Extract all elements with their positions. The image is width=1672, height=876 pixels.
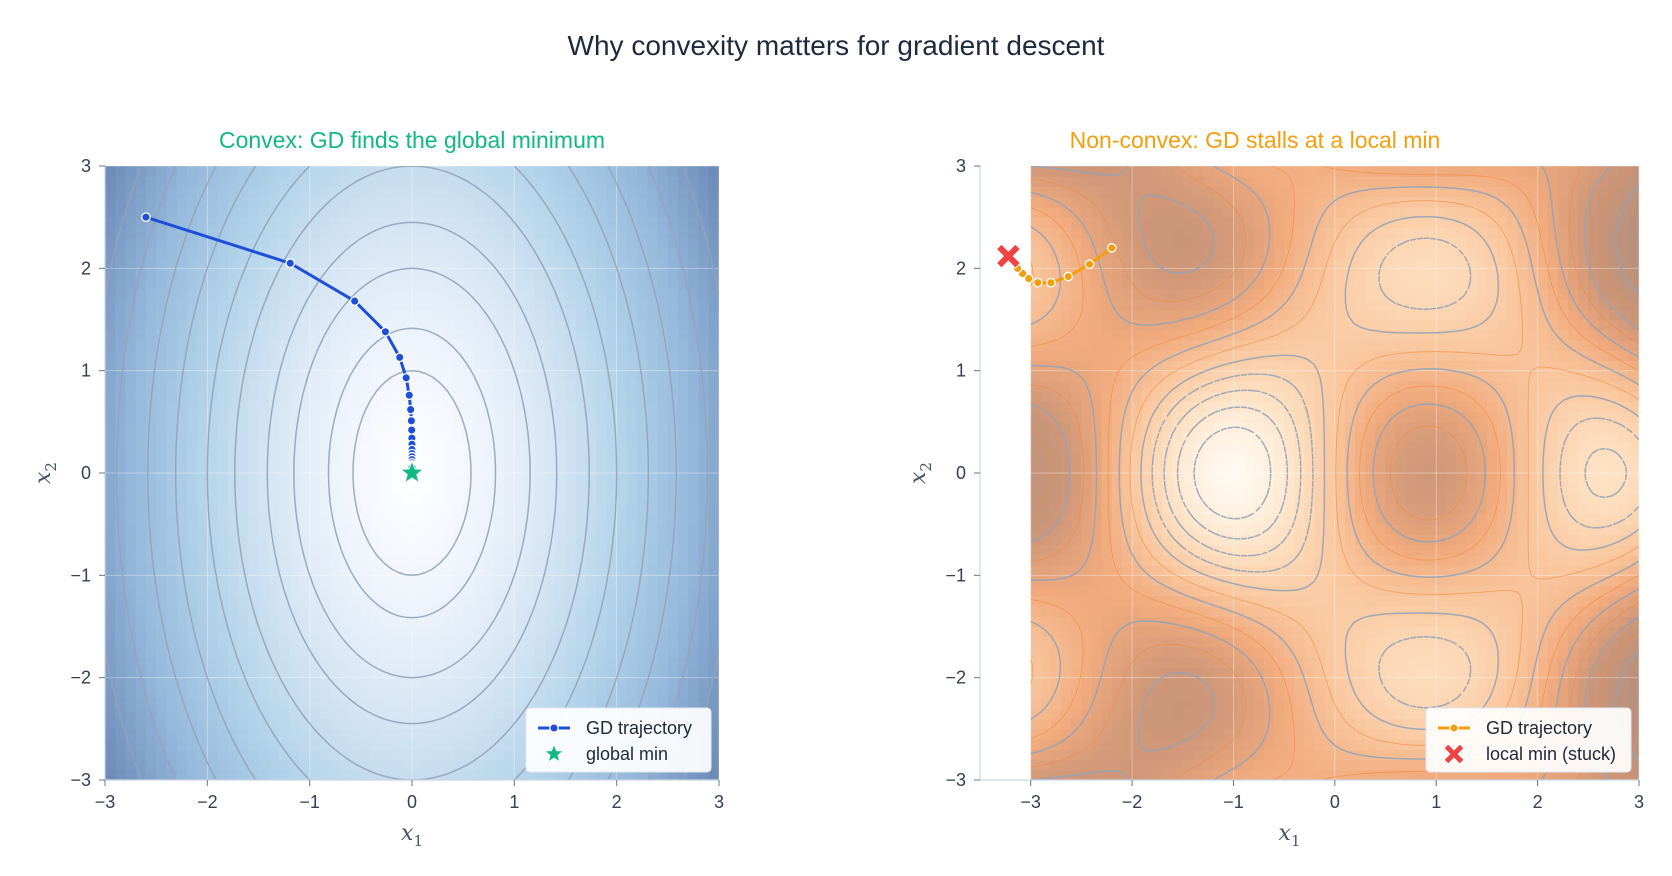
y-tick-label: −1	[945, 565, 966, 585]
gd-trajectory-point	[1023, 273, 1034, 284]
gd-trajectory-point	[1032, 277, 1043, 288]
x-axis-label: x1	[1279, 821, 1301, 850]
contour-level	[206, 166, 618, 780]
contour-level	[327, 327, 497, 619]
gd-trajectory-point	[1046, 277, 1056, 288]
contour-level	[1030, 166, 1639, 780]
convex-panel: −3 −2 −1 0 1 2 3 −3 −2 −1 0 1 2 3 x1 x2 Convex: GD finds…	[31, 127, 724, 850]
contour-level	[1151, 237, 1639, 709]
y-tick-label: 3	[956, 156, 966, 176]
local-min-marker	[995, 243, 1022, 269]
gd-trajectory-point	[405, 404, 416, 415]
x-tick-label: 2	[612, 792, 622, 812]
gd-trajectory-point	[394, 352, 405, 363]
x-tick-label: 0	[407, 792, 417, 812]
gd-trajectory-point	[349, 296, 360, 306]
contour-level	[234, 166, 590, 780]
legend-min-label: local min (stuck)	[1486, 744, 1616, 764]
contour-level	[266, 221, 558, 725]
x-tick-label: −2	[1122, 792, 1143, 812]
y-tick-label: 1	[81, 361, 91, 381]
legend-box	[525, 707, 712, 773]
x-tick-label: −2	[197, 792, 218, 812]
y-tick-label: 1	[956, 361, 966, 381]
legend-min-marker	[543, 742, 565, 764]
y-tick-label: 0	[81, 463, 91, 483]
x-axis-label: x1	[401, 821, 423, 850]
y-tick-label: −3	[945, 770, 966, 790]
x-tick-label: 1	[509, 792, 519, 812]
contour-lines	[105, 166, 719, 780]
contour-level	[1030, 200, 1639, 746]
legend-trajectory-point	[1449, 723, 1459, 733]
figure-title: Why convexity matters for gradient desce…	[567, 30, 1105, 61]
panel-title: Convex: GD finds the global minimum	[219, 127, 605, 153]
contour-level	[1163, 389, 1628, 557]
gd-trajectory-point	[401, 372, 412, 383]
legend: GD trajectory local min (stuck)	[1425, 707, 1632, 773]
y-tick-label: −2	[70, 668, 91, 688]
gd-trajectory-point	[406, 425, 417, 435]
x-tick-label: 3	[1634, 792, 1644, 812]
gd-trajectory-point	[404, 390, 415, 401]
y-tick-label: 0	[956, 463, 966, 483]
contour-level	[1193, 426, 1272, 520]
gd-trajectory-point	[380, 326, 391, 337]
contour-level	[293, 267, 531, 679]
legend-min-marker	[1443, 743, 1465, 765]
legend: GD trajectory global min	[525, 707, 712, 773]
contour-level	[147, 166, 677, 780]
y-tick-label: 3	[81, 156, 91, 176]
contour-level	[115, 166, 709, 780]
global-min-marker	[399, 459, 425, 484]
contour-level	[1176, 406, 1289, 540]
gd-trajectory-point	[1063, 271, 1074, 282]
grid-lines	[980, 165, 1640, 781]
x-tick-label: 1	[1431, 792, 1441, 812]
y-axis-label: x2	[906, 462, 935, 484]
legend-trajectory-point	[549, 723, 559, 733]
gd-trajectory-point	[285, 258, 296, 269]
gd-trajectory-point	[141, 212, 151, 223]
contour-level	[1030, 166, 1639, 780]
y-axis-label: x2	[31, 462, 60, 484]
legend-trajectory-label: GD trajectory	[1486, 718, 1592, 738]
x-tick-label: 0	[1330, 792, 1340, 812]
gd-trajectory-point	[406, 415, 417, 426]
legend-min-label: global min	[586, 744, 668, 764]
gd-trajectory-point	[1084, 259, 1095, 270]
x-tick-label: −3	[95, 792, 116, 812]
x-tick-label: 2	[1533, 792, 1543, 812]
contour-level	[352, 369, 472, 577]
contour-level	[1140, 215, 1639, 731]
y-tick-label: 2	[81, 258, 91, 278]
panel-title: Non-convex: GD stalls at a local min	[1070, 127, 1441, 153]
y-tick-label: −3	[70, 770, 91, 790]
legend-box	[1425, 707, 1632, 773]
x-tick-label: −1	[299, 792, 320, 812]
gd-trajectory-point	[1106, 243, 1117, 253]
contour-lines	[1030, 166, 1639, 780]
y-tick-label: −2	[945, 668, 966, 688]
legend-trajectory-label: GD trajectory	[586, 718, 692, 738]
x-tick-label: 3	[714, 792, 724, 812]
y-tick-label: −1	[70, 565, 91, 585]
x-tick-label: −3	[1020, 792, 1041, 812]
x-tick-label: −1	[1223, 792, 1244, 812]
nonconvex-panel: −3 −2 −1 0 1 2 3 −3 −2 −1 0 1 2 3 x1 x2 Non-convex: GD s…	[906, 127, 1644, 850]
y-tick-label: 2	[956, 258, 966, 278]
